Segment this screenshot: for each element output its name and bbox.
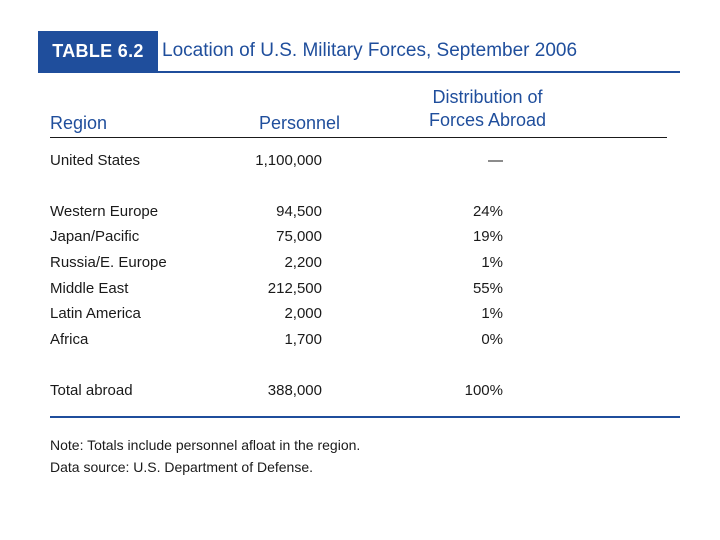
header-divider	[50, 137, 667, 138]
column-header-region: Region	[50, 113, 108, 133]
cell-personnel: 2,200	[284, 254, 322, 271]
cell-region: Japan/Pacific	[50, 228, 140, 245]
cell-distribution: 1%	[481, 254, 503, 271]
table-row-total: Total abroad 388,000 100%	[0, 382, 720, 404]
table-row: Russia/E. Europe 2,200 1%	[0, 254, 720, 276]
table-source: Data source: U.S. Department of Defense.	[50, 459, 314, 475]
cell-distribution: 55%	[472, 280, 503, 297]
cell-personnel: 75,000	[276, 228, 322, 245]
cell-personnel: 1,100,000	[255, 152, 322, 169]
cell-personnel: 2,000	[284, 305, 322, 322]
column-header-personnel: Personnel	[259, 113, 341, 133]
table-row: Latin America 2,000 1%	[0, 305, 720, 327]
table-row: Middle East 212,500 55%	[0, 280, 720, 302]
column-header-distribution: Distribution of Forces Abroad	[405, 86, 570, 132]
cell-distribution: 0%	[481, 331, 503, 348]
cell-distribution: 24%	[472, 203, 503, 220]
table-label-badge: TABLE 6.2	[38, 31, 158, 72]
cell-region: United States	[50, 152, 141, 169]
cell-personnel: 212,500	[267, 280, 322, 297]
table-row: United States 1,100,000 —	[0, 152, 720, 174]
cell-personnel: 388,000	[267, 382, 322, 399]
cell-region: Western Europe	[50, 203, 159, 220]
cell-personnel: 1,700	[284, 331, 322, 348]
cell-region: Africa	[50, 331, 89, 348]
table-title: Location of U.S. Military Forces, Septem…	[162, 40, 578, 61]
cell-region: Russia/E. Europe	[50, 254, 167, 271]
cell-region: Total abroad	[50, 382, 133, 399]
cell-region: Latin America	[50, 305, 141, 322]
table-bottom-divider	[50, 416, 680, 418]
column-header-distribution-line2: Forces Abroad	[428, 110, 547, 130]
column-header-distribution-line1: Distribution of	[432, 87, 543, 107]
table-row: Africa 1,700 0%	[0, 331, 720, 353]
cell-distribution: 1%	[481, 305, 503, 322]
table-row: Western Europe 94,500 24%	[0, 203, 720, 225]
table-label: TABLE 6.2	[52, 41, 144, 61]
cell-distribution: —	[488, 152, 503, 169]
cell-region: Middle East	[50, 280, 129, 297]
table-note: Note: Totals include personnel afloat in…	[50, 437, 361, 453]
cell-distribution: 100%	[464, 382, 503, 399]
cell-personnel: 94,500	[276, 203, 322, 220]
table-row: Japan/Pacific 75,000 19%	[0, 228, 720, 250]
cell-distribution: 19%	[472, 228, 503, 245]
title-divider	[38, 71, 680, 73]
